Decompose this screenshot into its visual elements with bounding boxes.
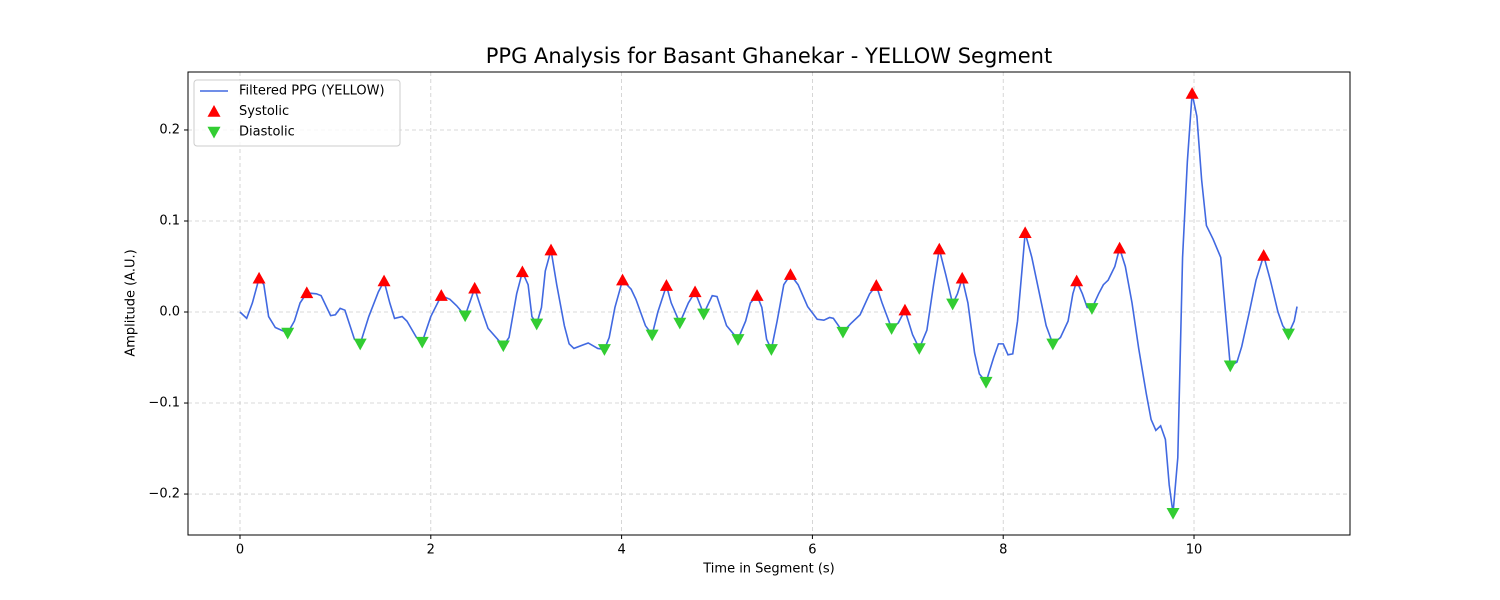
x-axis-label: Time in Segment (s) <box>702 562 834 577</box>
legend-swatch <box>207 105 221 117</box>
peak-marker <box>616 273 630 286</box>
peak-marker <box>869 279 883 291</box>
legend: Filtered PPG (YELLOW) Systolic Diastolic <box>193 79 401 147</box>
x-tick-label: 6 <box>808 543 816 558</box>
peak-marker <box>353 338 367 351</box>
legend-label: Diastolic <box>239 125 295 140</box>
peak-marker <box>597 344 611 356</box>
legend-box <box>193 79 401 147</box>
peak-marker <box>1257 249 1271 261</box>
peak-marker <box>1281 328 1295 341</box>
x-tick-label: 0 <box>236 543 244 558</box>
plot-frame <box>187 71 1351 536</box>
legend-label: Filtered PPG (YELLOW) <box>239 84 385 99</box>
peak-marker <box>496 340 510 353</box>
x-tick-label: 8 <box>999 543 1007 558</box>
x-tick-label: 2 <box>427 543 435 558</box>
peak-marker <box>415 336 429 349</box>
peak-marker <box>530 318 544 331</box>
y-tick-label: 0.0 <box>159 305 180 320</box>
peak-marker <box>434 289 448 301</box>
legend-label: Systolic <box>239 104 289 119</box>
peak-marker <box>544 243 558 256</box>
peak-marker <box>281 327 295 340</box>
x-tick-label: 4 <box>617 543 625 558</box>
y-tick-label: −0.2 <box>148 487 180 502</box>
peak-marker <box>1113 241 1127 254</box>
peak-marker <box>458 310 472 323</box>
peak-marker <box>912 343 926 355</box>
y-axis-label: Amplitude (A.U.) <box>124 249 139 356</box>
peak-marker <box>955 271 969 284</box>
x-tick-label: 10 <box>1186 543 1203 558</box>
peak-marker <box>731 334 745 346</box>
peak-marker <box>645 329 659 342</box>
y-tick-label: 0.1 <box>159 213 180 228</box>
peak-marker <box>688 285 702 298</box>
peak-marker <box>1070 274 1084 287</box>
peak-marker <box>659 279 673 291</box>
peak-marker <box>1046 338 1060 351</box>
peak-marker <box>377 274 391 287</box>
peak-marker <box>764 344 778 356</box>
peak-marker <box>1166 507 1180 520</box>
peak-marker <box>783 268 797 280</box>
peak-marker <box>1085 303 1099 315</box>
peak-marker <box>946 298 960 311</box>
peak-marker <box>697 308 711 321</box>
ppg-line <box>239 93 1298 514</box>
y-tick-label: 0.2 <box>159 122 180 137</box>
legend-swatch <box>207 126 221 139</box>
peak-marker <box>898 303 912 316</box>
peak-marker <box>932 242 946 255</box>
peak-marker <box>836 326 850 339</box>
peak-marker <box>885 323 899 335</box>
peak-marker <box>1018 226 1032 239</box>
peak-marker <box>750 289 764 301</box>
chart-title: PPG Analysis for Basant Ghanekar - YELLO… <box>486 44 1052 68</box>
peak-marker <box>252 271 266 284</box>
peak-marker <box>515 265 529 278</box>
y-tick-label: −0.1 <box>148 396 180 411</box>
peak-marker <box>1185 87 1199 99</box>
peak-marker <box>673 317 687 330</box>
peak-marker <box>300 286 314 299</box>
peak-marker <box>979 376 993 389</box>
peak-marker <box>468 281 482 294</box>
peak-marker <box>1223 360 1237 373</box>
